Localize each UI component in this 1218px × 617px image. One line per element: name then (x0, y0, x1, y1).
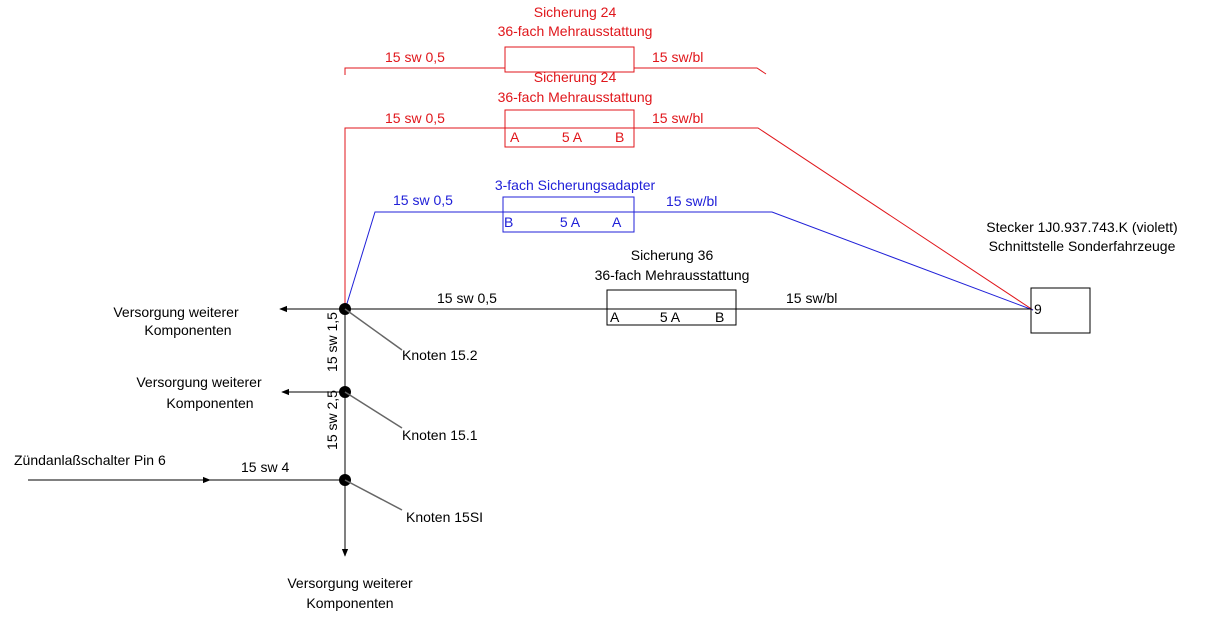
adapter-left-wire-label: 15 sw 0,5 (393, 192, 453, 208)
fuse36-subtitle: 36-fach Mehrausstattung (595, 267, 750, 283)
trunk-lower-wire-label: 15 sw 2,5 (324, 390, 340, 450)
fuse24-ghost-right-wire-label: 15 sw/bl (652, 49, 703, 65)
fuse36-box (606, 289, 737, 326)
fuse36-right-wire-label: 15 sw/bl (786, 290, 837, 306)
fuse24-left-wire (344, 127, 505, 308)
fuse36-left-wire-label: 15 sw 0,5 (437, 290, 497, 306)
fuse24-ghost-right-wire (634, 67, 767, 75)
node-15-1-leader (344, 391, 403, 429)
fuse36-pin-right: B (715, 309, 724, 325)
adapter-left-wire (344, 211, 503, 311)
fuse24-title: Sicherung 24 (534, 69, 617, 85)
connector-group: Stecker 1J0.937.743.K (violett) Schnitts… (986, 219, 1178, 334)
fuse36-rating: 5 A (660, 309, 681, 325)
fuse36-group: Sicherung 36 36-fach Mehrausstattung 15 … (345, 247, 1031, 326)
fuse24-ghost-box (504, 46, 635, 73)
adapter-right-wire-label: 15 sw/bl (666, 193, 717, 209)
trunk-upper-wire-label: 15 sw 1,5 (324, 312, 340, 372)
connector-box (1030, 287, 1091, 334)
node-15-1-label: Knoten 15.1 (402, 427, 478, 443)
supply3-line1: Versorgung weiterer (287, 575, 413, 591)
ignition-wire-label: 15 sw 4 (241, 459, 289, 475)
node-15si-leader (344, 479, 403, 511)
fuse24-right-wire (634, 127, 1034, 311)
fuse24-ghost-left-wire-label: 15 sw 0,5 (385, 49, 445, 65)
fuse24-ghost-group: Sicherung 24 36-fach Mehrausstattung 15 … (344, 4, 767, 75)
adapter-title: 3-fach Sicherungsadapter (495, 177, 656, 193)
fuse36-pin-left: A (610, 309, 620, 325)
fuse24-right-wire-label: 15 sw/bl (652, 110, 703, 126)
connector-pin: 9 (1034, 301, 1042, 317)
fuse24-ghost-subtitle: 36-fach Mehrausstattung (498, 23, 653, 39)
fuse24-ghost-title: Sicherung 24 (534, 4, 617, 20)
supply1-line1: Versorgung weiterer (113, 304, 239, 320)
connector-subtitle: Schnittstelle Sonderfahrzeuge (989, 238, 1176, 254)
supply1-line2: Komponenten (144, 322, 231, 338)
fuse36-title: Sicherung 36 (631, 247, 714, 263)
fuse24-pin-left: A (510, 129, 520, 145)
fuse24-left-wire-label: 15 sw 0,5 (385, 110, 445, 126)
connector-title: Stecker 1J0.937.743.K (violett) (986, 219, 1177, 235)
adapter-pin-left: B (504, 214, 513, 230)
fuse24-rating: 5 A (562, 129, 583, 145)
fuse24-pin-right: B (615, 129, 624, 145)
adapter-right-wire (634, 211, 1034, 311)
fuse24-ghost-left-wire (344, 67, 505, 75)
adapter-group: 3-fach Sicherungsadapter 15 sw 0,5 15 sw… (344, 177, 1034, 311)
node-15si-label: Knoten 15SI (406, 509, 483, 525)
adapter-rating: 5 A (560, 214, 581, 230)
node-15-2-leader (344, 308, 403, 351)
adapter-box (502, 196, 635, 233)
node-15-2-label: Knoten 15.2 (402, 347, 478, 363)
supply2-line1: Versorgung weiterer (136, 374, 262, 390)
supply3-line2: Komponenten (306, 595, 393, 611)
adapter-pin-right: A (612, 214, 622, 230)
fuse24-subtitle: 36-fach Mehrausstattung (498, 89, 653, 105)
supply2-line2: Komponenten (166, 395, 253, 411)
ignition-label: Zündanlaßschalter Pin 6 (14, 452, 166, 468)
fuse24-group: Sicherung 24 36-fach Mehrausstattung 15 … (344, 69, 1034, 311)
